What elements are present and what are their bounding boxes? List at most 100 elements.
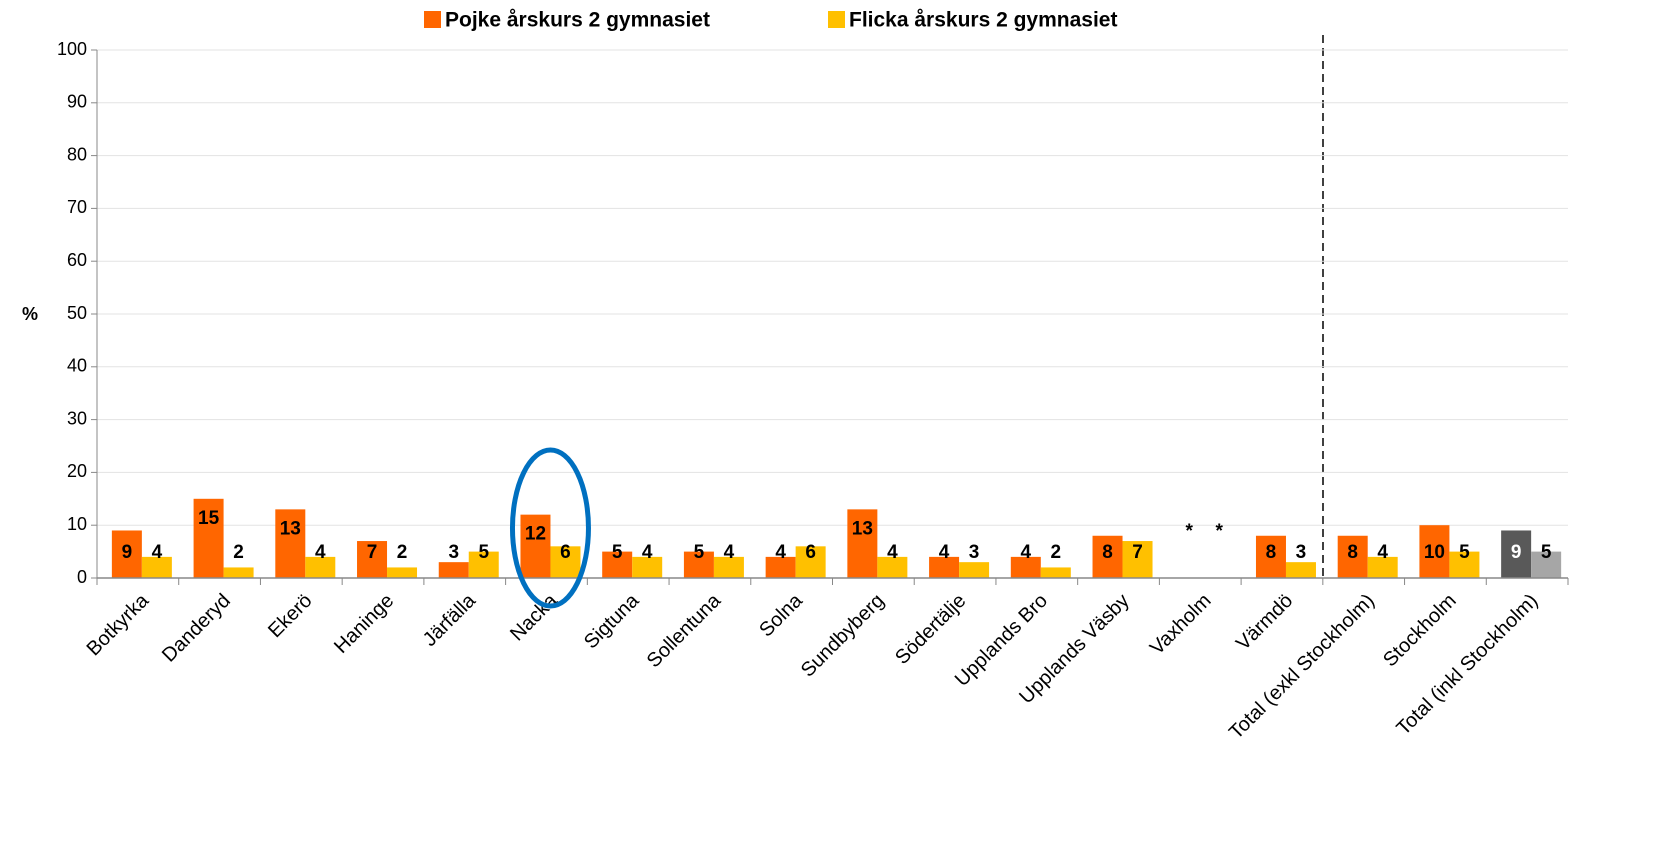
bar [1285, 562, 1316, 578]
data-label: 4 [724, 542, 735, 563]
data-label: 2 [233, 542, 244, 563]
data-label: 4 [315, 542, 326, 563]
bar [520, 514, 551, 578]
bar [1531, 551, 1562, 578]
y-tick-label: 100 [57, 39, 87, 59]
legend-label: Flicka årskurs 2 gymnasiet [849, 9, 1117, 32]
bar [275, 509, 306, 578]
y-axis-label: % [22, 304, 38, 324]
y-tick-label: 0 [77, 567, 87, 587]
x-tick-label: Total (inkl Stockholm) [1392, 590, 1542, 740]
y-tick-label: 10 [67, 514, 87, 534]
data-label: 10 [1424, 542, 1445, 563]
data-label: 4 [1021, 542, 1032, 563]
bar [1092, 535, 1123, 578]
data-label: 13 [852, 518, 873, 539]
data-label: 4 [939, 542, 950, 563]
bar [141, 556, 172, 578]
data-label: 4 [775, 542, 786, 563]
y-tick-label: 90 [67, 92, 87, 112]
data-label: 15 [198, 508, 220, 529]
data-label: 13 [280, 518, 301, 539]
x-tick-label: Sigtuna [580, 589, 644, 653]
bar [305, 556, 336, 578]
y-tick-label: 50 [67, 303, 87, 323]
y-tick-label: 70 [67, 197, 87, 217]
data-label: 2 [397, 542, 408, 563]
bar [1010, 556, 1041, 578]
bar [795, 546, 826, 578]
data-label: 5 [694, 542, 705, 563]
data-label: 9 [122, 542, 133, 563]
bar [223, 567, 254, 578]
data-label: 7 [367, 542, 378, 563]
data-label: 4 [642, 542, 653, 563]
data-label: 5 [1541, 542, 1552, 563]
bar [1040, 567, 1071, 578]
data-label: 3 [1296, 542, 1307, 563]
data-label: 4 [152, 542, 163, 563]
bar [357, 541, 388, 578]
x-tick-label: Värmdö [1232, 590, 1297, 655]
data-label: 5 [1459, 542, 1470, 563]
x-tick-label: Sollentuna [643, 589, 726, 672]
data-label: 12 [525, 524, 546, 545]
bar [468, 551, 499, 578]
y-tick-label: 80 [67, 144, 87, 164]
data-label: 4 [1377, 542, 1388, 563]
data-label: 4 [887, 542, 898, 563]
x-tick-label: Södertälje [891, 590, 970, 669]
bar [111, 530, 142, 578]
bar [1122, 541, 1153, 578]
x-tick-label: Vaxholm [1146, 590, 1216, 660]
legend-swatch [424, 11, 441, 28]
x-tick-label: Botkyrka [83, 589, 154, 660]
bar [1419, 525, 1450, 578]
bar [683, 551, 714, 578]
bar [929, 556, 960, 578]
bar [1367, 556, 1398, 578]
bar [387, 567, 418, 578]
data-label: 2 [1051, 542, 1062, 563]
data-label: 3 [969, 542, 980, 563]
data-label: 8 [1102, 542, 1113, 563]
bar [847, 509, 878, 578]
bar [1255, 535, 1286, 578]
data-label: 7 [1132, 542, 1143, 563]
x-tick-label: Sundbyberg [797, 590, 889, 682]
bar [713, 556, 744, 578]
bar [602, 551, 633, 578]
data-label: 3 [448, 542, 459, 563]
x-tick-label: Danderyd [158, 590, 235, 667]
data-label: 6 [805, 542, 816, 563]
bar [550, 546, 581, 578]
legend-swatch [828, 11, 845, 28]
bar [877, 556, 908, 578]
bar [765, 556, 796, 578]
bar [193, 498, 224, 578]
x-tick-label: Total (exkl Stockholm) [1225, 590, 1379, 744]
y-tick-label: 20 [67, 461, 87, 481]
data-label: * [1186, 521, 1194, 542]
bar [1337, 535, 1368, 578]
data-label: 6 [560, 542, 571, 563]
x-tick-label: Haninge [330, 590, 398, 658]
data-label: 8 [1347, 542, 1358, 563]
bar [959, 562, 990, 578]
data-label: 9 [1511, 542, 1522, 563]
highlight-ellipse [509, 447, 591, 609]
x-tick-label: Ekerö [264, 590, 317, 643]
x-tick-label: Stockholm [1379, 590, 1461, 672]
y-tick-label: 40 [67, 356, 87, 376]
y-tick-label: 60 [67, 250, 87, 270]
bar [1501, 530, 1532, 578]
y-tick-label: 30 [67, 408, 87, 428]
bar [1449, 551, 1480, 578]
bar [632, 556, 663, 578]
data-label: 8 [1266, 542, 1277, 563]
x-tick-label: Järfälla [419, 589, 481, 651]
data-label: 5 [612, 542, 623, 563]
x-tick-label: Solna [755, 589, 807, 641]
data-label: 5 [478, 542, 489, 563]
